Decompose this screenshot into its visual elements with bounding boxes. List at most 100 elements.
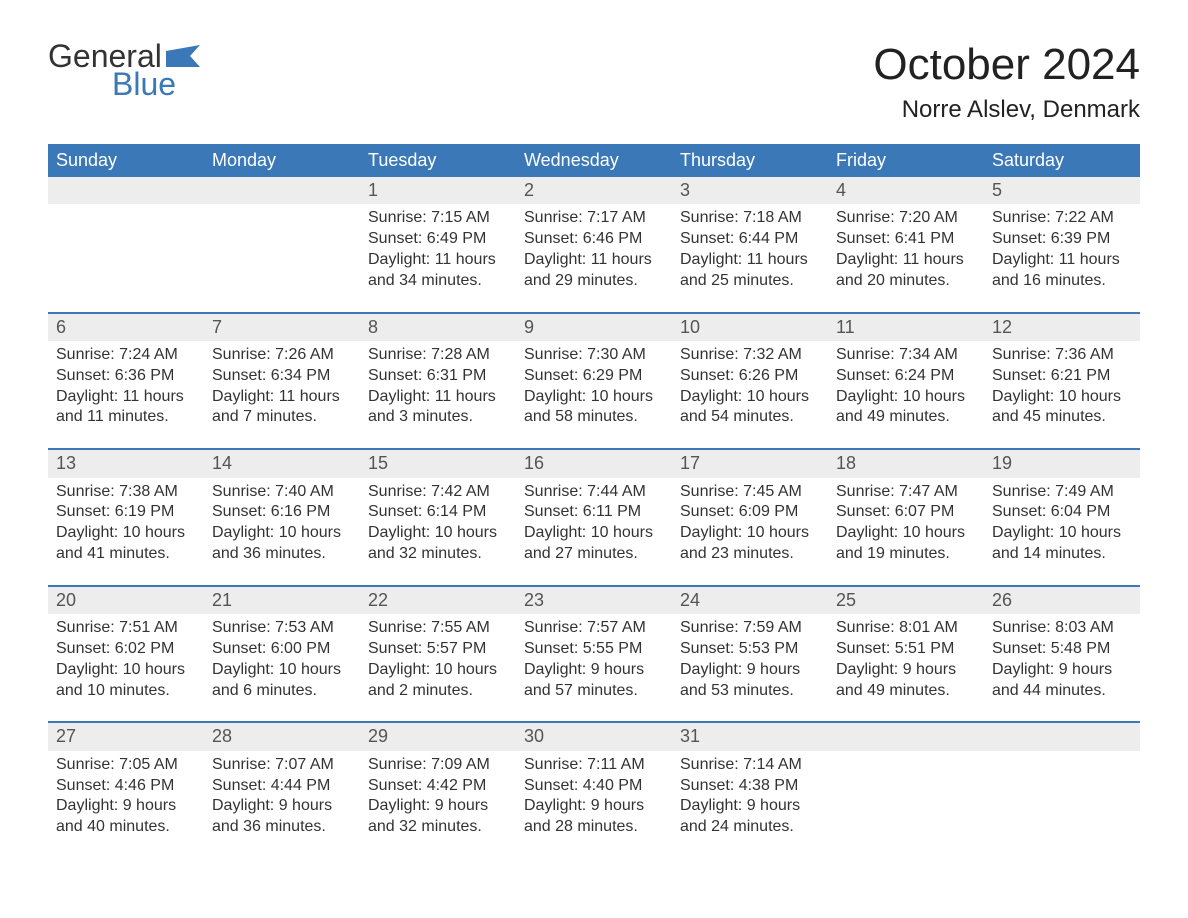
- day-cell: [204, 177, 360, 298]
- sunrise-line: Sunrise: 7:36 AM: [992, 345, 1132, 366]
- sunset-line: Sunset: 6:36 PM: [56, 366, 196, 387]
- sunrise-line: Sunrise: 8:01 AM: [836, 618, 976, 639]
- daylight-line-2: and 49 minutes.: [836, 407, 976, 428]
- daylight-line-1: Daylight: 9 hours: [212, 796, 352, 817]
- day-number: 2: [516, 177, 672, 204]
- daylight-line-2: and 57 minutes.: [524, 681, 664, 702]
- day-number: [984, 723, 1140, 750]
- weekday-header: Wednesday: [516, 144, 672, 177]
- daylight-line-1: Daylight: 9 hours: [524, 796, 664, 817]
- day-cell: 26Sunrise: 8:03 AMSunset: 5:48 PMDayligh…: [984, 587, 1140, 708]
- sunset-line: Sunset: 4:44 PM: [212, 776, 352, 797]
- sunset-line: Sunset: 6:24 PM: [836, 366, 976, 387]
- daylight-line-2: and 40 minutes.: [56, 817, 196, 838]
- day-number: 20: [48, 587, 204, 614]
- day-cell: 3Sunrise: 7:18 AMSunset: 6:44 PMDaylight…: [672, 177, 828, 298]
- day-number: 26: [984, 587, 1140, 614]
- day-cell: 11Sunrise: 7:34 AMSunset: 6:24 PMDayligh…: [828, 314, 984, 435]
- sunset-line: Sunset: 6:09 PM: [680, 502, 820, 523]
- weeks-container: 1Sunrise: 7:15 AMSunset: 6:49 PMDaylight…: [48, 177, 1140, 844]
- day-cell: 4Sunrise: 7:20 AMSunset: 6:41 PMDaylight…: [828, 177, 984, 298]
- daylight-line-2: and 41 minutes.: [56, 544, 196, 565]
- sunset-line: Sunset: 5:51 PM: [836, 639, 976, 660]
- daylight-line-2: and 19 minutes.: [836, 544, 976, 565]
- day-number: 27: [48, 723, 204, 750]
- weekday-header: Saturday: [984, 144, 1140, 177]
- daylight-line-1: Daylight: 10 hours: [56, 660, 196, 681]
- day-cell: 13Sunrise: 7:38 AMSunset: 6:19 PMDayligh…: [48, 450, 204, 571]
- day-number: 9: [516, 314, 672, 341]
- week-row: 1Sunrise: 7:15 AMSunset: 6:49 PMDaylight…: [48, 177, 1140, 298]
- month-title: October 2024: [873, 40, 1140, 90]
- daylight-line-2: and 58 minutes.: [524, 407, 664, 428]
- day-number: 17: [672, 450, 828, 477]
- daylight-line-2: and 29 minutes.: [524, 271, 664, 292]
- daylight-line-2: and 54 minutes.: [680, 407, 820, 428]
- day-number: 6: [48, 314, 204, 341]
- day-number: 22: [360, 587, 516, 614]
- sunset-line: Sunset: 6:41 PM: [836, 229, 976, 250]
- day-cell: 28Sunrise: 7:07 AMSunset: 4:44 PMDayligh…: [204, 723, 360, 844]
- day-number: 31: [672, 723, 828, 750]
- day-cell: 6Sunrise: 7:24 AMSunset: 6:36 PMDaylight…: [48, 314, 204, 435]
- day-number: 16: [516, 450, 672, 477]
- day-number: 18: [828, 450, 984, 477]
- day-cell: 19Sunrise: 7:49 AMSunset: 6:04 PMDayligh…: [984, 450, 1140, 571]
- week-row: 13Sunrise: 7:38 AMSunset: 6:19 PMDayligh…: [48, 448, 1140, 571]
- sunrise-line: Sunrise: 7:40 AM: [212, 482, 352, 503]
- day-cell: 27Sunrise: 7:05 AMSunset: 4:46 PMDayligh…: [48, 723, 204, 844]
- sunrise-line: Sunrise: 7:22 AM: [992, 208, 1132, 229]
- daylight-line-1: Daylight: 11 hours: [680, 250, 820, 271]
- sunset-line: Sunset: 6:04 PM: [992, 502, 1132, 523]
- day-number: [828, 723, 984, 750]
- daylight-line-1: Daylight: 10 hours: [212, 523, 352, 544]
- day-number: 21: [204, 587, 360, 614]
- week-row: 6Sunrise: 7:24 AMSunset: 6:36 PMDaylight…: [48, 312, 1140, 435]
- day-number: 15: [360, 450, 516, 477]
- day-number: 23: [516, 587, 672, 614]
- weekday-header: Friday: [828, 144, 984, 177]
- daylight-line-2: and 14 minutes.: [992, 544, 1132, 565]
- sunset-line: Sunset: 5:57 PM: [368, 639, 508, 660]
- daylight-line-2: and 45 minutes.: [992, 407, 1132, 428]
- day-cell: 10Sunrise: 7:32 AMSunset: 6:26 PMDayligh…: [672, 314, 828, 435]
- sunrise-line: Sunrise: 7:53 AM: [212, 618, 352, 639]
- daylight-line-1: Daylight: 9 hours: [836, 660, 976, 681]
- daylight-line-1: Daylight: 10 hours: [524, 523, 664, 544]
- sunset-line: Sunset: 4:42 PM: [368, 776, 508, 797]
- daylight-line-2: and 6 minutes.: [212, 681, 352, 702]
- sunrise-line: Sunrise: 7:38 AM: [56, 482, 196, 503]
- sunset-line: Sunset: 6:44 PM: [680, 229, 820, 250]
- sunset-line: Sunset: 5:53 PM: [680, 639, 820, 660]
- sunrise-line: Sunrise: 7:26 AM: [212, 345, 352, 366]
- day-number: 24: [672, 587, 828, 614]
- day-cell: 30Sunrise: 7:11 AMSunset: 4:40 PMDayligh…: [516, 723, 672, 844]
- weekday-header: Thursday: [672, 144, 828, 177]
- day-cell: 7Sunrise: 7:26 AMSunset: 6:34 PMDaylight…: [204, 314, 360, 435]
- daylight-line-1: Daylight: 10 hours: [992, 523, 1132, 544]
- day-number: 25: [828, 587, 984, 614]
- day-number: 29: [360, 723, 516, 750]
- sunset-line: Sunset: 6:14 PM: [368, 502, 508, 523]
- daylight-line-2: and 25 minutes.: [680, 271, 820, 292]
- sunrise-line: Sunrise: 7:44 AM: [524, 482, 664, 503]
- title-block: October 2024 Norre Alslev, Denmark: [873, 40, 1140, 124]
- day-number: 1: [360, 177, 516, 204]
- day-cell: [984, 723, 1140, 844]
- day-cell: [828, 723, 984, 844]
- day-cell: 31Sunrise: 7:14 AMSunset: 4:38 PMDayligh…: [672, 723, 828, 844]
- daylight-line-1: Daylight: 9 hours: [368, 796, 508, 817]
- day-number: 14: [204, 450, 360, 477]
- sunset-line: Sunset: 6:07 PM: [836, 502, 976, 523]
- daylight-line-2: and 27 minutes.: [524, 544, 664, 565]
- daylight-line-1: Daylight: 10 hours: [368, 523, 508, 544]
- daylight-line-2: and 2 minutes.: [368, 681, 508, 702]
- sunrise-line: Sunrise: 7:20 AM: [836, 208, 976, 229]
- daylight-line-1: Daylight: 11 hours: [368, 250, 508, 271]
- day-cell: 29Sunrise: 7:09 AMSunset: 4:42 PMDayligh…: [360, 723, 516, 844]
- daylight-line-1: Daylight: 10 hours: [836, 523, 976, 544]
- day-cell: 1Sunrise: 7:15 AMSunset: 6:49 PMDaylight…: [360, 177, 516, 298]
- daylight-line-2: and 20 minutes.: [836, 271, 976, 292]
- day-cell: 8Sunrise: 7:28 AMSunset: 6:31 PMDaylight…: [360, 314, 516, 435]
- location-subtitle: Norre Alslev, Denmark: [873, 96, 1140, 124]
